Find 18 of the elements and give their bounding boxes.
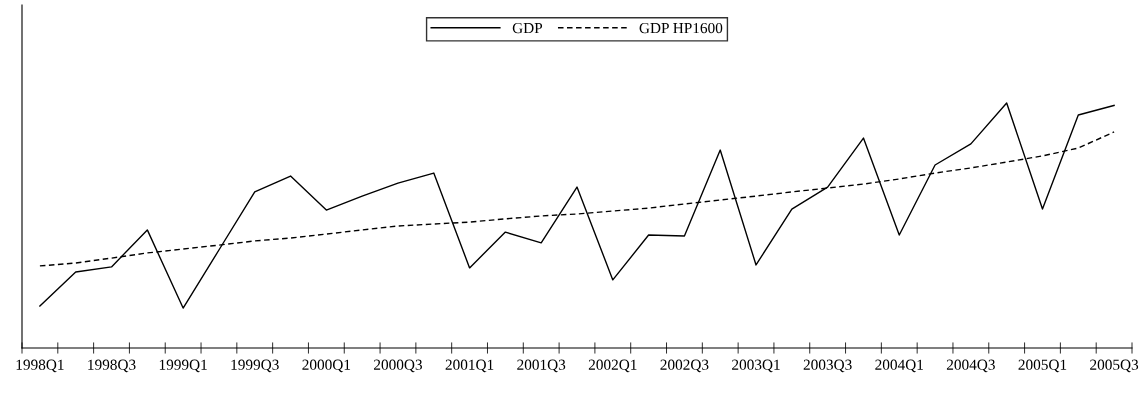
x-tick-label: 2001Q3 [517,359,566,373]
x-tick-label: 2003Q1 [732,359,780,373]
x-tick-label: 1998Q1 [16,359,64,373]
x-tick-label: 2000Q1 [302,359,351,373]
x-tick-label: 2002Q1 [588,359,637,373]
x-tick-label: 1998Q3 [88,359,136,373]
legend-label: GDP [512,22,543,34]
x-tick-label: 2002Q3 [660,359,709,373]
x-tick-label: 1999Q1 [159,359,207,373]
x-tick-label: 2000Q3 [374,359,422,373]
x-tick-label: 2004Q1 [875,359,923,373]
x-tick-label: 2001Q1 [445,359,494,373]
legend-label: GDP HP1600 [639,22,723,34]
x-tick-label: 2003Q3 [803,359,852,373]
x-tick-label: 1999Q3 [231,359,279,373]
x-tick-label: 2005Q1 [1018,359,1067,373]
x-tick-label: 2004Q3 [946,359,995,373]
x-tick-label: 2005Q3 [1090,359,1139,373]
